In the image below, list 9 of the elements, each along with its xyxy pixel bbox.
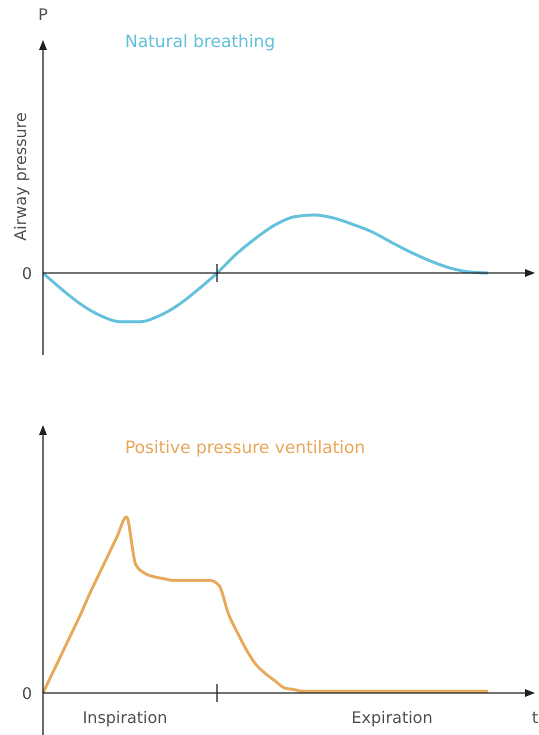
text: t xyxy=(532,708,538,727)
text: Expiration xyxy=(351,708,433,727)
text: Inspiration xyxy=(82,708,168,727)
text: 0 xyxy=(22,684,32,703)
y-axis-title: Airway pressure xyxy=(11,112,30,241)
chart-title: Positive pressure ventilation xyxy=(125,438,366,458)
text: P xyxy=(38,5,48,24)
chart-title: Natural breathing xyxy=(125,32,276,52)
text: 0 xyxy=(22,264,32,283)
